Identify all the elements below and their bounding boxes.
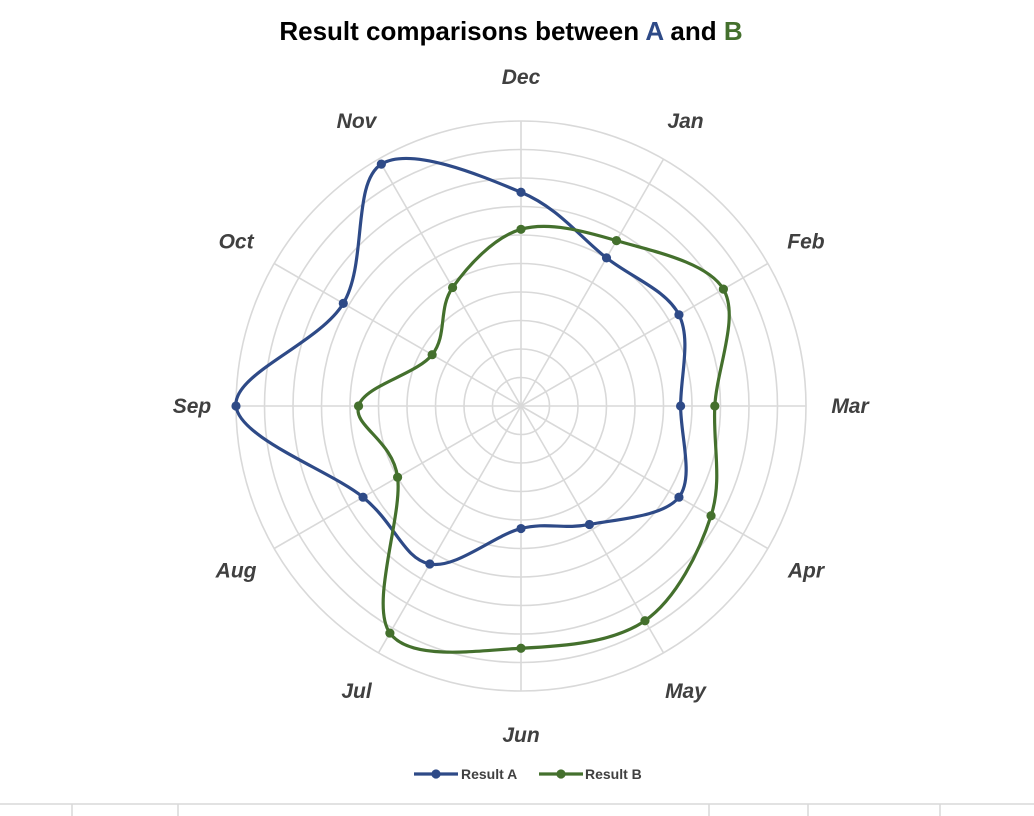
data-point[interactable] <box>710 401 720 411</box>
chart-title-b: B <box>724 16 743 46</box>
data-point[interactable] <box>353 401 364 411</box>
grid-spoke <box>520 405 665 654</box>
legend-label: Result A <box>461 766 517 782</box>
chart-title-a: A <box>645 16 664 46</box>
series-a <box>231 156 688 569</box>
grid-spoke <box>377 158 522 407</box>
data-point[interactable] <box>706 511 716 521</box>
chart-title-middle: and <box>663 16 724 46</box>
data-point[interactable] <box>338 298 348 308</box>
grid-spoke <box>520 158 665 407</box>
data-point[interactable] <box>718 284 728 294</box>
legend-item[interactable]: Result B <box>539 766 642 782</box>
grid-spoke <box>520 405 769 550</box>
data-point[interactable] <box>425 559 435 569</box>
data-point[interactable] <box>601 253 612 263</box>
category-label: Oct <box>219 231 255 254</box>
data-point[interactable] <box>516 643 526 653</box>
chart-title: Result comparisons between A and B <box>279 16 742 46</box>
category-label: Dec <box>502 66 541 89</box>
category-label: Jun <box>502 724 539 747</box>
data-point[interactable] <box>392 472 403 482</box>
series-line <box>356 224 731 654</box>
category-label: Nov <box>337 110 378 133</box>
legend-marker <box>431 769 441 779</box>
category-label: Jul <box>341 680 373 703</box>
data-point[interactable] <box>427 350 437 360</box>
grid-spoke <box>273 262 522 407</box>
category-label: Feb <box>787 231 825 254</box>
data-point[interactable] <box>516 224 526 234</box>
series-layer <box>231 156 731 654</box>
category-label: Mar <box>831 395 870 418</box>
category-label: Aug <box>215 560 257 583</box>
data-point[interactable] <box>448 282 458 293</box>
data-point[interactable] <box>674 492 684 502</box>
legend-marker <box>556 769 566 779</box>
data-point[interactable] <box>516 187 526 197</box>
data-point[interactable] <box>674 310 684 320</box>
legend-label: Result B <box>585 766 642 782</box>
data-point[interactable] <box>358 492 368 502</box>
legend-item[interactable]: Result A <box>414 766 517 782</box>
data-point[interactable] <box>676 401 686 411</box>
chart-title-prefix: Result comparisons between <box>279 16 645 46</box>
series-line <box>234 156 688 567</box>
data-point[interactable] <box>640 616 650 626</box>
data-point[interactable] <box>516 523 526 534</box>
data-point[interactable] <box>611 236 622 246</box>
data-point[interactable] <box>376 159 386 169</box>
category-label: May <box>665 680 707 703</box>
category-label: Apr <box>787 560 826 583</box>
data-point[interactable] <box>584 519 595 530</box>
category-label: Jan <box>667 110 703 133</box>
category-label: Sep <box>173 395 212 418</box>
radar-grid <box>235 120 807 692</box>
data-point[interactable] <box>231 401 241 411</box>
grid-spoke <box>520 262 769 407</box>
grid-spoke <box>377 405 522 654</box>
series-b <box>353 224 731 654</box>
legend[interactable]: Result A Result B <box>414 766 642 782</box>
data-point[interactable] <box>385 628 395 638</box>
worksheet-grid-fragment <box>0 803 1034 816</box>
category-labels: Dec Jan Feb Mar Apr May Jun Jul Aug Sep Oct Nov <box>173 66 871 747</box>
